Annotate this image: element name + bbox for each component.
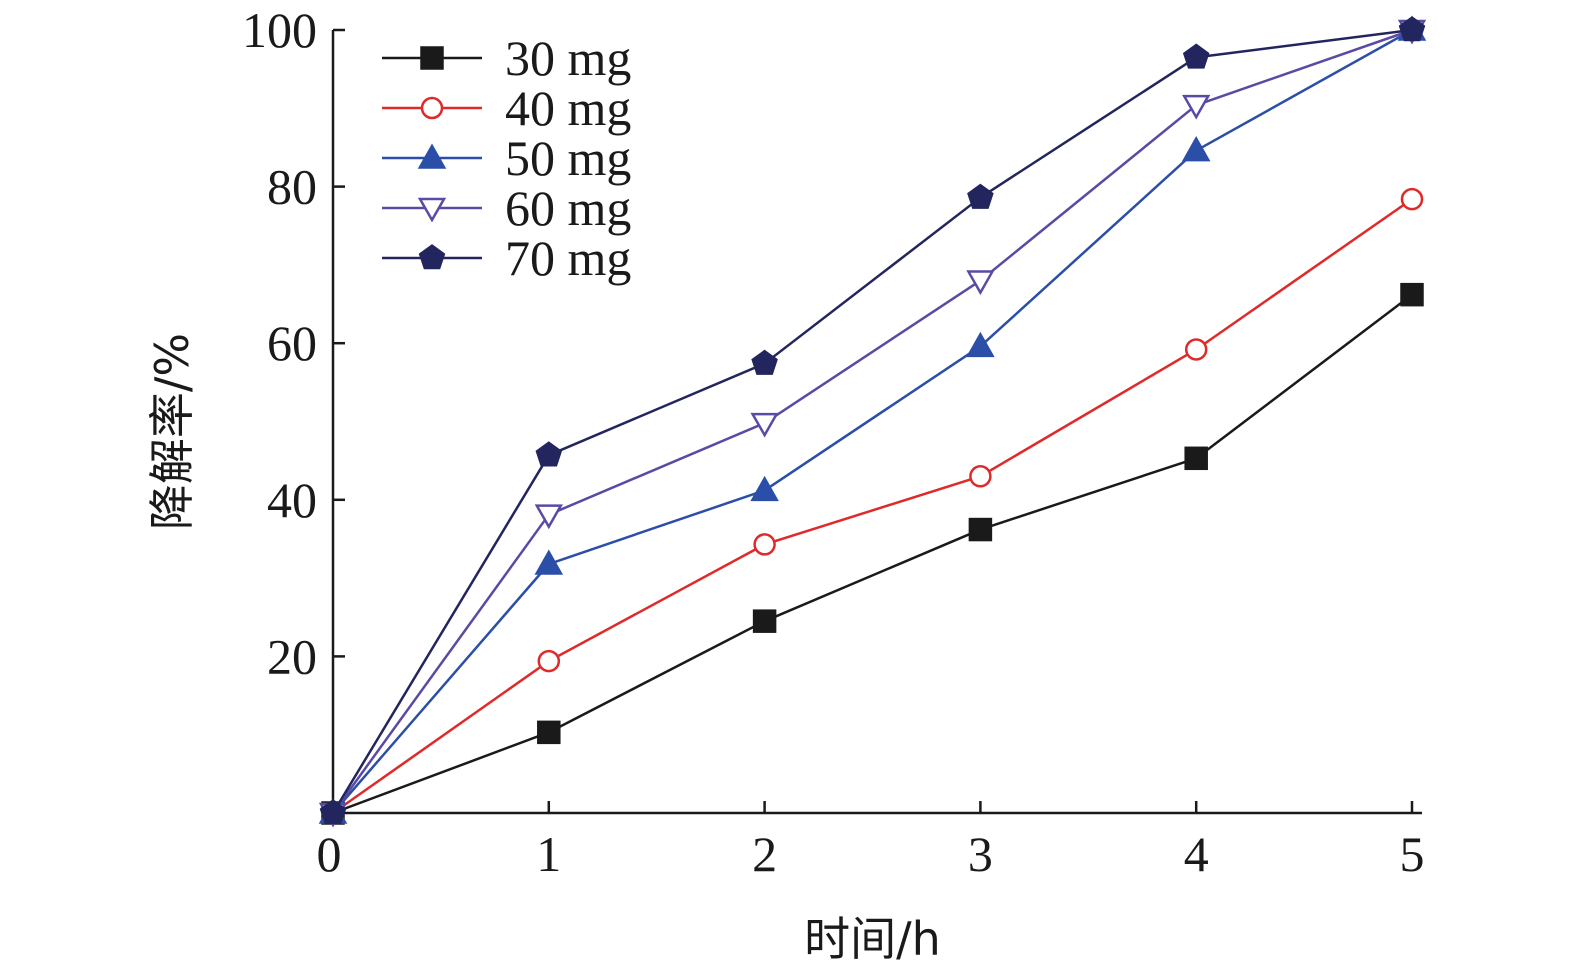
y-tick-label: 40 xyxy=(267,472,317,528)
data-point xyxy=(1184,446,1208,471)
data-point xyxy=(537,649,561,673)
legend-label: 50 mg xyxy=(505,130,631,186)
legend-entry: 70 mg xyxy=(382,230,631,286)
data-point xyxy=(752,609,777,633)
x-tick-label: 3 xyxy=(968,826,993,882)
data-point xyxy=(1181,136,1211,162)
legend-entry: 40 mg xyxy=(382,80,631,136)
y-tick-label: 20 xyxy=(267,628,317,684)
x-tick-label: 0 xyxy=(317,826,342,882)
x-axis-title: 时间/h xyxy=(804,912,941,966)
legend-marker xyxy=(417,143,447,169)
data-point xyxy=(537,720,561,745)
legend-marker xyxy=(420,46,444,70)
y-tick-label: 100 xyxy=(242,2,317,58)
data-point xyxy=(534,549,564,575)
y-tick-label: 80 xyxy=(267,159,317,215)
series-layer xyxy=(318,15,1427,828)
legend-label: 70 mg xyxy=(505,230,631,286)
y-tick-label: 60 xyxy=(267,315,317,371)
legend-marker xyxy=(417,197,447,223)
data-point xyxy=(751,349,778,375)
data-point xyxy=(1398,16,1426,42)
x-tick-label: 1 xyxy=(536,826,561,882)
data-point xyxy=(1182,94,1211,120)
legend-entry: 30 mg xyxy=(382,30,631,86)
legend-marker xyxy=(418,244,446,270)
series-line xyxy=(331,28,1413,814)
data-point xyxy=(966,270,995,296)
x-tick-label: 2 xyxy=(752,826,777,882)
data-point xyxy=(535,441,563,467)
legend-label: 40 mg xyxy=(505,80,631,136)
axes: 0 1 2 3 4 5 20 40 60 80 100 xyxy=(242,2,1425,882)
data-point xyxy=(753,533,776,556)
data-point xyxy=(966,331,995,358)
legend-label: 30 mg xyxy=(505,30,631,86)
data-point xyxy=(1184,338,1208,361)
series-40-mg xyxy=(321,187,1424,825)
data-point xyxy=(969,465,992,488)
series-line xyxy=(332,28,1413,814)
data-point xyxy=(534,504,563,530)
legend-entry: 60 mg xyxy=(382,180,631,236)
data-point xyxy=(968,517,993,542)
data-point xyxy=(1400,282,1424,307)
legend-entry: 50 mg xyxy=(382,130,631,186)
data-point xyxy=(750,475,779,502)
data-point xyxy=(967,183,994,209)
data-point xyxy=(1400,187,1424,211)
data-point xyxy=(319,799,347,825)
series-70-mg xyxy=(319,16,1426,825)
y-axis-title: 降解率/% xyxy=(145,333,199,530)
series-50-mg xyxy=(318,15,1427,824)
legend-marker xyxy=(420,96,444,120)
series-line xyxy=(331,28,1413,814)
data-point xyxy=(1182,43,1210,69)
series-line xyxy=(332,293,1413,815)
x-tick-label: 5 xyxy=(1400,826,1425,882)
series-line xyxy=(332,198,1413,815)
x-tick-label: 4 xyxy=(1184,826,1209,882)
legend-label: 60 mg xyxy=(505,180,631,236)
series-30-mg xyxy=(321,282,1424,825)
data-point xyxy=(750,412,779,438)
